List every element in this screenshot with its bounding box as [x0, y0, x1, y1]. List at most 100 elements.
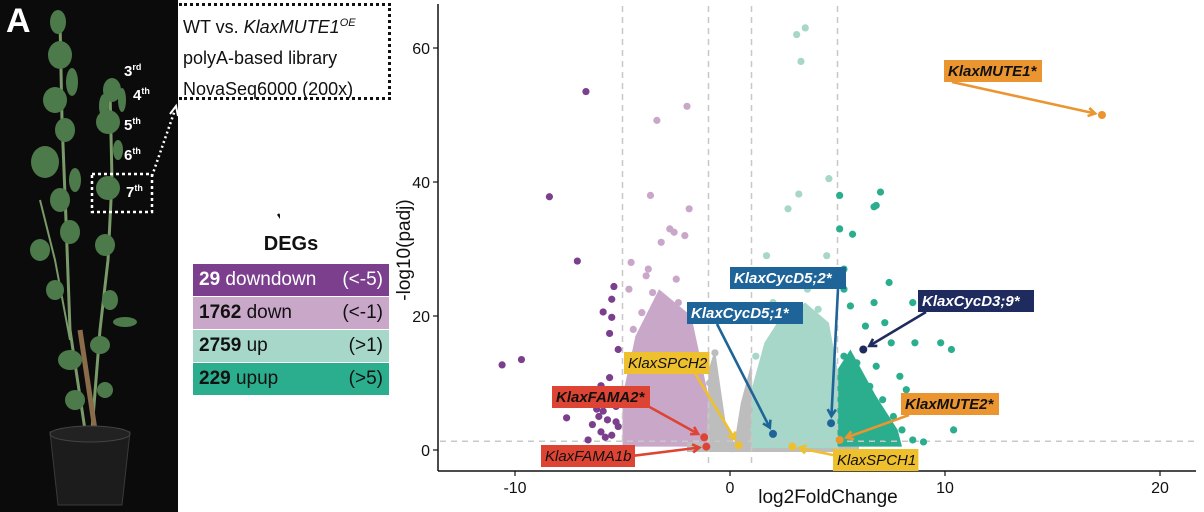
point-downdown — [595, 412, 603, 421]
point-up — [808, 434, 816, 442]
gene-arrowhead-icon — [1087, 107, 1098, 118]
gene-labels: KlaxMUTE1* KlaxCycD5;2* KlaxCycD5;1* KlaxCy… — [541, 60, 1106, 471]
point-downdown — [612, 402, 620, 411]
point-ns — [746, 426, 755, 434]
point-up — [756, 436, 764, 444]
deg-row-up: 2759 up (>1) — [193, 330, 389, 362]
gene-label-box — [624, 352, 710, 374]
point-upup — [874, 419, 882, 427]
point-ns — [745, 406, 753, 414]
point-down — [676, 352, 685, 360]
point-ns — [709, 429, 717, 437]
point-ns — [719, 438, 728, 446]
point-downdown — [593, 405, 601, 413]
point-up — [784, 205, 792, 213]
point-down — [638, 309, 646, 317]
point-up — [760, 376, 769, 384]
leaf-label-5th: 5th — [124, 116, 141, 134]
x-tick-label: 10 — [936, 480, 954, 497]
point-down — [694, 392, 702, 400]
point-downdown — [608, 295, 616, 303]
point-down — [646, 389, 655, 397]
point-upup — [898, 426, 906, 434]
point-up — [752, 352, 760, 360]
point-upup — [872, 201, 880, 210]
point-downdown — [610, 282, 618, 291]
point-ns — [735, 441, 743, 449]
point-downdown — [498, 361, 506, 369]
point-up — [816, 362, 824, 370]
point-down — [696, 419, 704, 427]
point-down — [664, 422, 672, 431]
point-upup — [885, 278, 893, 287]
point-upup — [876, 188, 885, 196]
point-down — [672, 386, 680, 394]
sequencing-info-box: WT vs. KlaxMUTE1OE polyA-based library N… — [179, 3, 391, 100]
gene-point — [1097, 111, 1106, 119]
point-upup — [851, 412, 859, 421]
point-up — [778, 419, 786, 427]
gene-arrowhead-icon — [796, 444, 808, 455]
gene-label-box — [918, 290, 1034, 312]
point-down — [692, 362, 700, 370]
gene-point — [788, 442, 797, 451]
point-upup — [842, 399, 850, 407]
data-points — [498, 24, 958, 453]
point-downdown — [612, 418, 620, 426]
leaf-label-6th: 6th — [124, 146, 141, 164]
point-downdown — [599, 407, 607, 415]
gene-arrowhead-icon — [843, 430, 855, 441]
plant-illustration — [30, 10, 178, 506]
gene-label-box — [541, 445, 635, 467]
point-up — [788, 355, 796, 364]
point-upup — [887, 339, 895, 347]
point-up — [786, 409, 794, 417]
point-down — [685, 205, 693, 213]
point-up — [765, 339, 773, 347]
point-downdown — [614, 422, 622, 431]
gene-arrowhead-icon — [867, 338, 878, 348]
gene-label-text: KlaxMUTE1* — [948, 63, 1038, 80]
point-up — [782, 382, 790, 390]
y-tick-label: 20 — [412, 309, 430, 326]
point-upup — [937, 339, 945, 347]
point-up — [762, 252, 771, 260]
deg-row-upup: 229 upup (>5) — [193, 363, 389, 395]
point-ns — [737, 436, 745, 444]
point-downdown — [563, 414, 571, 422]
point-up — [767, 402, 775, 411]
gene-label-text: KlaxFAMA2* — [556, 389, 646, 406]
point-upup — [909, 436, 917, 444]
gene-label-box — [833, 449, 919, 471]
gene-leader-line — [798, 446, 834, 457]
point-upup — [870, 203, 878, 211]
point-up — [823, 399, 831, 407]
point-down — [681, 399, 689, 407]
deg-row-down: 1762 down (<-1) — [193, 297, 389, 329]
point-downdown — [573, 257, 581, 265]
point-ns — [705, 379, 714, 387]
point-downdown — [517, 355, 526, 364]
point-ns — [728, 445, 736, 453]
point-upup — [911, 339, 919, 347]
point-down — [640, 382, 648, 390]
point-down — [679, 315, 687, 323]
gene-point — [835, 435, 844, 444]
ns-baseline — [687, 441, 859, 453]
gene-label-text: KlaxCycD3;9* — [922, 293, 1021, 310]
point-down — [642, 339, 650, 347]
point-down — [668, 332, 676, 340]
point-up — [756, 312, 764, 320]
point-up — [797, 57, 805, 65]
point-down — [679, 429, 687, 437]
gene-point — [859, 345, 868, 354]
point-downdown — [590, 388, 599, 396]
point-up — [793, 392, 801, 400]
point-downdown — [608, 431, 616, 439]
point-down — [644, 433, 652, 441]
comparison-line: WT vs. KlaxMUTE1OE — [183, 17, 356, 37]
gene-leader-line — [715, 323, 771, 429]
point-up — [754, 389, 762, 397]
gene-label-text: KlaxSPCH2 — [628, 355, 708, 372]
y-tick-label: 40 — [412, 175, 430, 192]
